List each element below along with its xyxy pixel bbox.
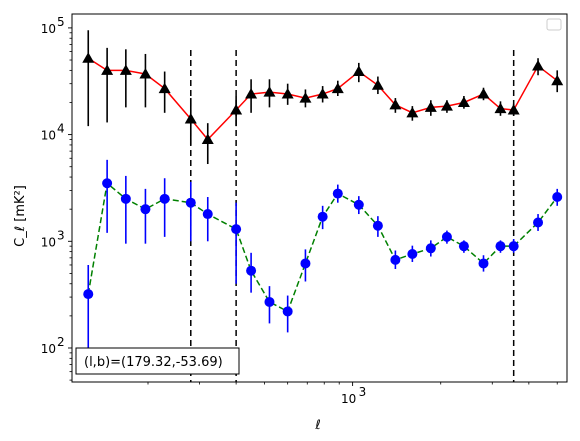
series-1-marker (245, 88, 258, 99)
series-2-marker (353, 199, 364, 210)
series-2-marker (282, 306, 293, 317)
annotation-text: (l,b)=(179.32,-53.69) (84, 355, 223, 370)
y-tick-label-exponent: 5 (57, 15, 65, 29)
series-1-marker (389, 98, 402, 110)
series-2-marker (83, 289, 94, 300)
series-2-marker (120, 193, 131, 204)
series-2-marker (425, 243, 436, 254)
y-tick-label: 10 (41, 129, 56, 143)
x-tick-label: 10 (341, 392, 356, 406)
x-axis-label: ℓ (314, 418, 320, 433)
series-1-marker (440, 100, 453, 111)
series-2-marker (533, 217, 544, 228)
series-2-marker (264, 296, 275, 307)
series-2-marker (159, 193, 170, 204)
series-2-marker (185, 197, 196, 208)
series-2-marker (552, 192, 563, 203)
series-1-marker (406, 106, 419, 118)
series-1-marker (532, 59, 545, 71)
series-1-marker (281, 88, 294, 99)
series-2-marker (300, 258, 311, 269)
series-2-marker (332, 188, 343, 199)
series-1-marker (352, 65, 365, 77)
series-1-marker (316, 88, 329, 99)
annotation-box: (l,b)=(179.32,-53.69) (75, 347, 240, 375)
y-tick-label-exponent: 3 (57, 228, 65, 242)
series-1-marker (158, 82, 171, 94)
series-2-marker (202, 209, 213, 220)
series-1-marker (119, 64, 132, 75)
series-1-marker (139, 67, 152, 79)
series-1-marker (507, 104, 520, 115)
series-2-marker (140, 204, 151, 215)
series-1-marker (424, 101, 437, 112)
y-tick-label-exponent: 2 (57, 335, 65, 349)
y-tick-label-exponent: 4 (57, 122, 65, 136)
series-1-marker (263, 86, 276, 97)
series-2-marker (231, 224, 242, 235)
series-2-marker (508, 241, 519, 252)
series-1-marker (494, 102, 507, 114)
series-1-marker (230, 104, 243, 115)
series-2-marker (102, 178, 113, 189)
series-1-marker (477, 88, 490, 99)
series-2-marker (390, 254, 401, 265)
series-2-marker (407, 249, 418, 260)
series-2-marker (372, 220, 383, 231)
series-1-marker (299, 92, 312, 103)
series-2-marker (478, 258, 489, 269)
y-axis-label: C_ℓ [mK²] (13, 185, 28, 247)
series-1-marker (184, 113, 197, 124)
series-2-marker (246, 265, 257, 276)
plot-frame (71, 13, 568, 383)
y-tick-label: 10 (41, 22, 56, 36)
x-tick-label-exponent: 3 (359, 385, 367, 399)
y-tick-label: 10 (41, 342, 56, 356)
series-1-marker (551, 74, 564, 86)
series-1-marker (201, 133, 214, 144)
y-tick-label: 10 (41, 235, 56, 249)
series-2-marker (495, 241, 506, 252)
annotation-frame (75, 347, 240, 375)
series-2-marker (458, 241, 469, 252)
series-1-marker (331, 82, 344, 94)
series-1-marker (371, 79, 384, 90)
series-1-marker (82, 52, 95, 63)
series-2-marker (317, 211, 328, 222)
series-1-marker (457, 96, 470, 107)
series-2-marker (441, 231, 452, 242)
series-1-marker (101, 64, 114, 75)
plot-area (82, 30, 564, 382)
legend-box (546, 18, 562, 31)
